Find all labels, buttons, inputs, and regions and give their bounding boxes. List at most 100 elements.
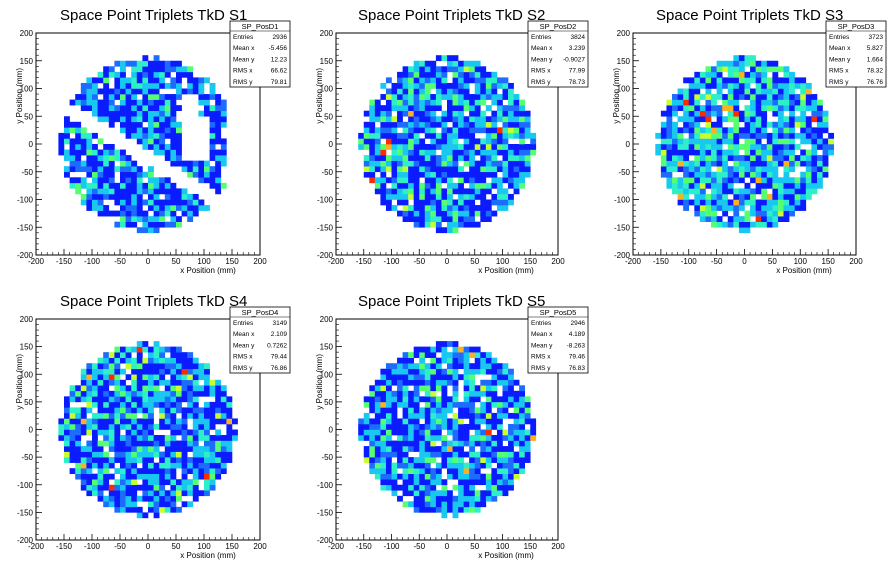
heatmap-cell bbox=[733, 94, 740, 100]
heatmap-cell bbox=[694, 149, 701, 156]
heatmap-cell bbox=[783, 99, 790, 106]
heatmap-cell bbox=[491, 379, 498, 386]
heatmap-cell bbox=[176, 127, 182, 134]
heatmap-cell bbox=[108, 418, 115, 425]
heatmap-cell bbox=[164, 440, 171, 447]
heatmap-cell bbox=[108, 446, 115, 452]
heatmap-cell bbox=[430, 473, 437, 480]
heatmap-cell bbox=[458, 506, 464, 513]
heatmap-cell bbox=[491, 88, 498, 95]
heatmap-cell bbox=[424, 506, 431, 513]
heatmap-cell bbox=[80, 193, 87, 200]
heatmap-cell bbox=[164, 71, 171, 78]
heatmap-cell bbox=[64, 166, 70, 173]
heatmap-cell bbox=[722, 205, 729, 211]
stats-value: 3.239 bbox=[569, 45, 586, 52]
heatmap-cell bbox=[204, 110, 210, 117]
heatmap-cell bbox=[120, 116, 126, 123]
heatmap-cell bbox=[153, 390, 160, 397]
heatmap-cell bbox=[209, 144, 216, 150]
heatmap-cell bbox=[491, 423, 498, 430]
heatmap-cell bbox=[97, 116, 104, 123]
heatmap-cell bbox=[64, 171, 70, 178]
heatmap-cell bbox=[474, 363, 481, 370]
heatmap-cell bbox=[215, 451, 222, 458]
heatmap-cell bbox=[716, 221, 723, 228]
y-tick-label: -100 bbox=[317, 481, 334, 490]
heatmap-cell bbox=[419, 127, 426, 134]
heatmap-cell bbox=[469, 396, 476, 403]
heatmap-cell bbox=[519, 418, 525, 425]
heatmap-cell bbox=[391, 468, 398, 474]
y-tick-label: -150 bbox=[317, 223, 334, 232]
heatmap-cell bbox=[419, 451, 426, 458]
heatmap-cell bbox=[430, 121, 437, 128]
heatmap-cell bbox=[136, 82, 143, 89]
heatmap-cell bbox=[103, 418, 110, 425]
heatmap-cell bbox=[142, 363, 149, 370]
heatmap-cell bbox=[789, 132, 795, 139]
heatmap-cell bbox=[380, 440, 387, 447]
heatmap-cell bbox=[181, 418, 188, 425]
heatmap-cell bbox=[64, 132, 70, 139]
heatmap-cell bbox=[738, 144, 745, 150]
heatmap-cell bbox=[86, 171, 93, 178]
heatmap-cell bbox=[164, 423, 171, 430]
heatmap-cell bbox=[402, 182, 409, 189]
heatmap-cell bbox=[397, 116, 403, 123]
heatmap-cell bbox=[783, 127, 790, 134]
heatmap-cell bbox=[816, 132, 823, 139]
stats-value: 12.23 bbox=[271, 56, 288, 63]
heatmap-cell bbox=[142, 468, 149, 474]
heatmap-cell bbox=[469, 160, 476, 167]
heatmap-cell bbox=[508, 473, 514, 480]
heatmap-cell bbox=[447, 105, 453, 111]
heatmap-cell bbox=[474, 423, 481, 430]
heatmap-cell bbox=[452, 484, 459, 491]
heatmap-cell bbox=[170, 132, 177, 139]
heatmap-cell bbox=[502, 127, 509, 134]
heatmap-cell bbox=[385, 385, 392, 392]
heatmap-cell bbox=[136, 216, 143, 222]
heatmap-cell bbox=[164, 479, 171, 486]
heatmap-cell bbox=[716, 60, 723, 67]
heatmap-cell bbox=[777, 149, 784, 156]
heatmap-cell bbox=[452, 60, 459, 67]
stats-value: 2946 bbox=[571, 320, 586, 327]
heatmap-cell bbox=[114, 407, 121, 414]
heatmap-cell bbox=[711, 77, 717, 84]
heatmap-cell bbox=[192, 412, 199, 419]
heatmap-cell bbox=[148, 94, 154, 100]
heatmap-cell bbox=[198, 385, 205, 392]
heatmap-cell bbox=[496, 177, 503, 184]
heatmap-cell bbox=[744, 199, 751, 206]
heatmap-cell bbox=[209, 138, 216, 145]
heatmap-cell bbox=[485, 479, 492, 486]
heatmap-cell bbox=[469, 121, 476, 128]
heatmap-cell bbox=[430, 205, 437, 211]
y-tick-label: 100 bbox=[320, 370, 334, 379]
heatmap-cell bbox=[69, 160, 76, 167]
heatmap-cell bbox=[97, 390, 104, 397]
heatmap-cell bbox=[755, 110, 762, 117]
heatmap-cell bbox=[733, 66, 740, 73]
heatmap-cell bbox=[722, 182, 729, 189]
heatmap-cell bbox=[159, 457, 166, 463]
heatmap-cell bbox=[447, 457, 453, 463]
y-tick-label: 50 bbox=[324, 112, 333, 121]
heatmap-cell bbox=[800, 171, 807, 178]
heatmap-cell bbox=[187, 501, 194, 508]
heatmap-cell bbox=[447, 401, 453, 408]
heatmap-cell bbox=[447, 407, 453, 414]
heatmap-cell bbox=[430, 132, 437, 139]
heatmap-cell bbox=[750, 188, 756, 195]
x-tick-label: -200 bbox=[328, 257, 345, 266]
heatmap-cell bbox=[402, 199, 409, 206]
heatmap-cell bbox=[176, 82, 182, 89]
heatmap-cell bbox=[705, 94, 712, 100]
heatmap-cell bbox=[694, 77, 701, 84]
heatmap-cell bbox=[761, 132, 768, 139]
heatmap-cell bbox=[153, 188, 160, 195]
heatmap-cell bbox=[164, 177, 171, 184]
heatmap-cell bbox=[220, 99, 227, 106]
